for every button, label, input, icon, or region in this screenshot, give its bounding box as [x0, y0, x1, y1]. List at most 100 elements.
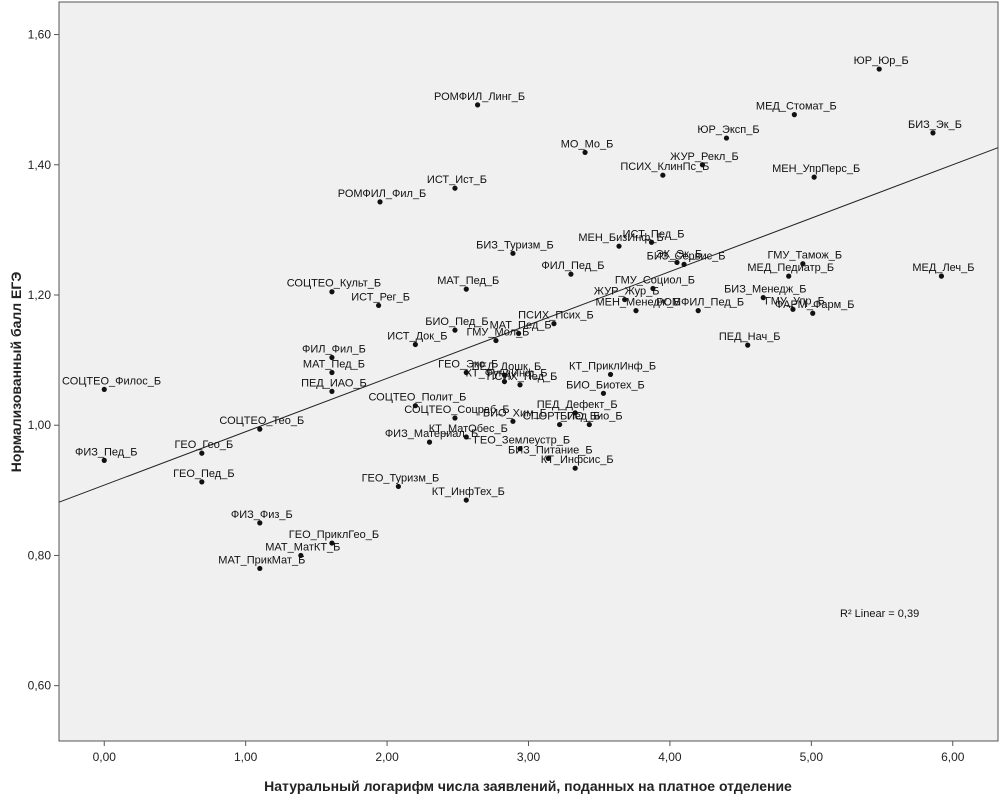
- data-point-label: ПЕД_Дефект_Б: [537, 399, 618, 411]
- data-point: [648, 239, 655, 245]
- data-point: [633, 308, 639, 314]
- data-point-label: ПСИХ_Псих_Б: [518, 310, 594, 322]
- data-point-label: МО_Мо_Б: [561, 138, 614, 150]
- data-point: [760, 295, 766, 301]
- data-point: [375, 302, 382, 309]
- r-squared-annotation: R² Linear = 0,39: [840, 608, 919, 620]
- data-point: [622, 296, 628, 303]
- data-point: [463, 369, 469, 376]
- data-point: [199, 450, 205, 456]
- data-point: [329, 354, 335, 361]
- data-point-label: ФИЗ_Материал_Б: [385, 428, 478, 440]
- data-point: [586, 421, 592, 428]
- x-axis-title: Натуральный логарифм числа заявлений, по…: [264, 778, 792, 794]
- data-point: [572, 465, 578, 471]
- data-point: [938, 273, 945, 279]
- data-point-label: ЮР_Эксп_Б: [697, 124, 759, 136]
- y-tick-label: 1,60: [28, 28, 52, 42]
- data-point: [660, 172, 666, 178]
- data-point: [681, 261, 687, 267]
- data-point: [199, 479, 205, 485]
- data-point-label: БИЗ_Туризм_Б: [476, 239, 554, 251]
- data-point-label: БИО_Пед_Б: [425, 316, 488, 328]
- data-point: [800, 261, 806, 267]
- data-point-label: ПЕД_Нач_Б: [719, 331, 781, 343]
- data-point-label: СОЦТЕО_Культ_Б: [287, 278, 381, 290]
- data-point-label: МЕД_Педиатр_Б: [747, 262, 834, 274]
- data-point: [551, 321, 557, 327]
- data-point-label: БИЗ_Питание_Б: [508, 444, 593, 456]
- data-point: [329, 388, 335, 394]
- data-point-label: СОЦТЕО_Филос_Б: [62, 375, 161, 387]
- data-point: [607, 371, 614, 378]
- data-point: [930, 130, 936, 136]
- data-point: [474, 102, 481, 108]
- x-tick-label: 3,00: [517, 750, 541, 764]
- data-point: [674, 259, 680, 266]
- data-point: [510, 250, 516, 256]
- data-point-label: ЖУР_Рекл_Б: [670, 151, 739, 163]
- data-point: [463, 497, 469, 503]
- x-tick-label: 1,00: [234, 750, 258, 764]
- data-point: [791, 112, 797, 118]
- data-point: [101, 386, 107, 393]
- data-point: [876, 66, 882, 72]
- data-point-label: РОМФИЛ_Фил_Б: [338, 188, 427, 200]
- data-point: [463, 434, 469, 440]
- y-axis-title: Нормализованный балл ЕГЭ: [8, 272, 24, 473]
- data-point: [811, 174, 817, 180]
- data-point-label: ГЕО_Туризм_Б: [362, 472, 440, 484]
- y-tick-label: 0,60: [28, 679, 52, 693]
- data-point: [510, 418, 516, 424]
- data-point-label: СОЦТЕО_Соцраб_Б: [404, 404, 509, 416]
- data-point-label: СПОРТ_Пед_Б: [523, 411, 601, 423]
- data-point-label: МАТ_Пед_Б: [490, 319, 552, 331]
- data-point: [257, 520, 263, 526]
- data-point: [412, 341, 418, 348]
- data-point-label: ГЕО_Гео_Б: [174, 439, 233, 451]
- data-point: [790, 306, 796, 312]
- x-axis: 0,00 1,00 2,00 3,00 4,00 5,00 6,00: [93, 741, 965, 764]
- data-point-label: БИО_Био_Б: [560, 411, 623, 423]
- data-point-label: ГМУ_Социол_Б: [615, 274, 695, 286]
- data-point: [582, 149, 588, 156]
- data-point: [650, 285, 656, 292]
- data-point-label: МЕН_УпрПерс_Б: [772, 163, 860, 175]
- data-point: [101, 457, 107, 463]
- data-point: [616, 243, 622, 249]
- data-point-label: ИСТ_Пед_Б: [623, 228, 685, 240]
- data-point-label: ФИЗ_Пед_Б: [75, 446, 138, 458]
- data-point-label: БИЗ_Менедж_Б: [724, 284, 806, 296]
- data-point-label: МАТ_МатКТ_Б: [265, 541, 340, 553]
- data-point-label: ФИЗ_Физ_Б: [231, 509, 293, 521]
- data-point: [516, 330, 522, 337]
- data-point-label: ФИЛ_Пед_Б: [541, 260, 604, 272]
- data-point-label: ЭК_Эк_Б: [656, 248, 703, 260]
- y-tick-label: 1,40: [28, 158, 52, 172]
- data-point: [786, 273, 792, 279]
- data-point-label: ГЕО_Пед_Б: [173, 468, 235, 480]
- data-point-label: КТ_Инфсис_Б: [541, 454, 614, 466]
- y-tick-label: 1,00: [28, 418, 52, 432]
- data-point: [426, 439, 433, 445]
- data-point: [257, 565, 263, 572]
- data-point-label: МАТ_Пед_Б: [303, 358, 365, 370]
- data-point: [298, 552, 304, 559]
- y-tick-label: 0,80: [28, 548, 52, 562]
- data-point-label: ПЕД_Дошк_Б: [472, 361, 541, 373]
- data-point: [501, 378, 508, 385]
- data-point-label: МАТ_Пед_Б: [437, 275, 499, 287]
- data-point: [810, 310, 816, 316]
- data-point: [723, 135, 730, 141]
- data-point-label: ЖУР_Жур_Б: [594, 286, 660, 298]
- data-point: [452, 185, 458, 191]
- data-point-label: ГЕО_Землеустр_Б: [474, 435, 570, 447]
- data-point-label: КТ_МатОбес_Б: [429, 423, 508, 435]
- data-point-label: КТ_ФундИнф_Б: [465, 368, 547, 380]
- data-point-label: БИО_Хим_Б: [483, 407, 547, 419]
- data-point: [600, 390, 607, 396]
- data-point-label: КТ_ИнфТех_Б: [432, 486, 505, 498]
- data-point-label: ПЕД_ИАО_Б: [301, 377, 367, 389]
- data-point: [452, 415, 458, 421]
